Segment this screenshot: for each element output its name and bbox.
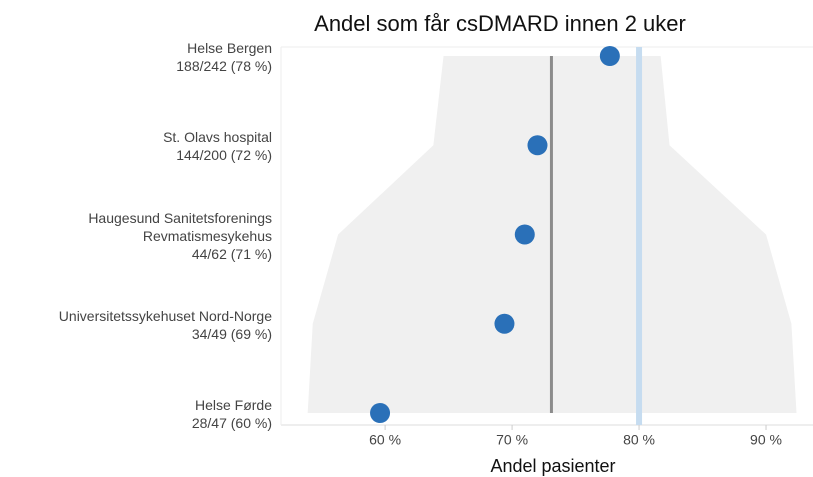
dot	[599, 46, 620, 66]
category-name: Helse Førde	[194, 397, 272, 413]
category-label: St. Olavs hospital 144/200 (72 %)	[0, 128, 272, 164]
value-label: 188/242 (78 %)	[176, 58, 272, 74]
chart-title: Andel som får csDMARD innen 2 uker	[314, 11, 686, 36]
dot	[370, 403, 391, 423]
value-label: 28/47 (60 %)	[191, 415, 272, 431]
value-label: 144/200 (72 %)	[176, 147, 272, 164]
x-tick-label: 90 %	[750, 432, 782, 448]
x-tick-label: 80 %	[623, 432, 655, 448]
x-tick-label: 70 %	[496, 432, 528, 448]
dot	[494, 313, 515, 334]
category-label: Helse Bergen 188/242 (78 %)	[0, 39, 272, 75]
dot	[527, 135, 548, 156]
category-name: Universitetssykehuset Nord-Norge	[58, 307, 272, 324]
x-tick-label: 60 %	[369, 432, 401, 448]
category-label: Helse Førde 28/47 (60 %)	[0, 396, 272, 432]
dot	[514, 224, 535, 245]
value-label: 44/62 (71 %)	[191, 245, 272, 262]
category-label: Universitetssykehuset Nord-Norge 34/49 (6…	[0, 307, 272, 343]
category-name: Haugesund Sanitetsforenings Revmatismesy…	[88, 209, 272, 244]
x-axis-label: Andel pasienter	[490, 456, 615, 476]
category-label: Haugesund Sanitetsforenings Revmatismesy…	[0, 209, 272, 263]
category-name: St. Olavs hospital	[163, 129, 272, 146]
category-name: Helse Bergen	[187, 40, 272, 56]
value-label: 34/49 (69 %)	[191, 325, 272, 342]
